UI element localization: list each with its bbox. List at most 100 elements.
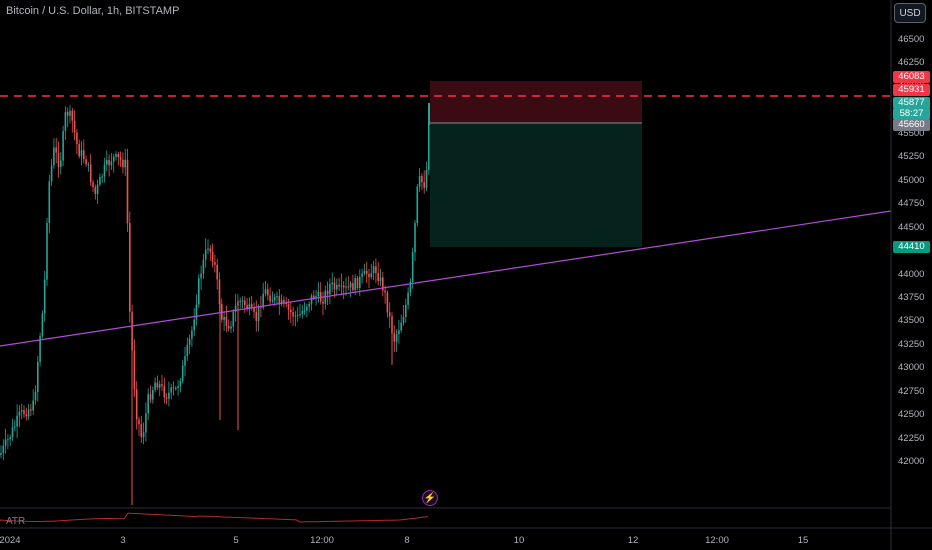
- candle-body: [333, 282, 336, 290]
- candle-body: [264, 289, 267, 294]
- candle-body: [395, 334, 398, 342]
- candle-body: [255, 312, 258, 321]
- candle-body: [186, 344, 189, 357]
- candle-body: [142, 432, 145, 438]
- candle-body: [119, 157, 122, 160]
- candle-body: [331, 282, 333, 285]
- candle-body: [55, 147, 57, 153]
- candle-body: [64, 112, 67, 131]
- candle-body: [41, 313, 44, 336]
- candle-body: [158, 384, 161, 388]
- price-axis-label: 43750: [898, 291, 925, 303]
- atr-indicator-label: ATR: [6, 516, 26, 527]
- candle-body: [407, 292, 409, 306]
- time-axis-label: 12:00: [310, 535, 334, 546]
- price-axis-label: 46250: [898, 57, 925, 69]
- price-axis-label: 43000: [898, 362, 925, 374]
- candle-body: [94, 187, 97, 195]
- candle-body: [296, 314, 299, 316]
- candle-body: [18, 411, 21, 416]
- candle-body: [239, 300, 241, 302]
- resistance-tag: 45931: [893, 84, 930, 96]
- candle-body: [198, 278, 200, 305]
- countdown-tag: 58:27: [893, 108, 930, 120]
- candle-body: [106, 159, 108, 165]
- candle-body: [170, 387, 172, 393]
- candle-body: [283, 299, 285, 303]
- currency-button[interactable]: USD: [894, 3, 926, 23]
- price-axis-label: 42500: [898, 409, 925, 421]
- candle-body: [290, 309, 292, 313]
- position-zones: [430, 81, 642, 247]
- candle-body: [20, 410, 23, 412]
- candle-body: [99, 177, 101, 185]
- lightning-bolt-icon[interactable]: ⚡: [422, 490, 438, 506]
- candle-body: [71, 110, 74, 121]
- candle-body: [9, 437, 11, 440]
- price-axis-label: 42000: [898, 456, 925, 468]
- candle-body: [411, 252, 414, 282]
- candle-body: [0, 453, 2, 455]
- candle-body: [267, 289, 269, 296]
- candle-body: [214, 262, 216, 265]
- candle-body: [200, 273, 202, 279]
- candle-body: [310, 295, 313, 305]
- candle-body: [246, 305, 248, 309]
- drawing-lines[interactable]: [0, 95, 892, 347]
- candle-body: [349, 283, 352, 288]
- candle-body: [39, 335, 41, 362]
- price-axis-label: 42750: [898, 385, 925, 397]
- candle-body: [227, 325, 230, 329]
- symbol-title: Bitcoin / U.S. Dollar, 1h, BITSTAMP: [6, 5, 180, 17]
- candle-body: [322, 301, 324, 304]
- candle-body: [329, 284, 331, 295]
- candle-body: [87, 164, 90, 166]
- candle-body: [368, 274, 370, 278]
- candle-body: [269, 295, 271, 302]
- candle-body: [336, 284, 338, 290]
- candle-body: [359, 276, 361, 288]
- candle-body: [250, 304, 253, 308]
- candle-body: [352, 283, 354, 291]
- candle-body: [340, 285, 343, 287]
- candle-body: [388, 312, 391, 317]
- candle-body: [287, 304, 290, 310]
- candle-body: [409, 281, 412, 293]
- candle-body: [147, 394, 149, 414]
- candle-body: [7, 439, 9, 441]
- candle-body: [225, 317, 228, 326]
- candle-body: [30, 409, 32, 411]
- candle-body: [138, 419, 140, 425]
- candle-body: [230, 326, 232, 329]
- candle-body: [271, 300, 274, 302]
- candle-body: [248, 304, 251, 309]
- candle-body: [89, 164, 92, 183]
- candle-body: [117, 153, 120, 158]
- candle-body: [110, 161, 113, 166]
- stop-loss-zone: [430, 81, 642, 123]
- candle-body: [179, 381, 182, 387]
- candle-body: [317, 291, 320, 297]
- candle-body: [85, 159, 87, 165]
- candle-body: [83, 150, 85, 160]
- time-axis-label: 12:00: [705, 535, 729, 546]
- candle-body: [101, 176, 103, 178]
- candle-body: [280, 299, 283, 304]
- candle-body: [234, 305, 237, 312]
- candle-body: [135, 389, 138, 420]
- candle-body: [48, 181, 51, 223]
- candle-body: [25, 414, 28, 417]
- candle-body: [4, 439, 7, 446]
- candle-body: [299, 314, 301, 316]
- candle-body: [184, 356, 186, 366]
- candle-body: [66, 112, 69, 116]
- candle-body: [53, 147, 55, 166]
- time-axis-label: 8: [404, 535, 410, 546]
- candle-body: [398, 330, 400, 335]
- candle-body: [108, 159, 110, 166]
- candle-body: [356, 278, 359, 288]
- candle-body: [124, 159, 126, 168]
- candle-body: [402, 316, 405, 323]
- candle-body: [313, 295, 315, 298]
